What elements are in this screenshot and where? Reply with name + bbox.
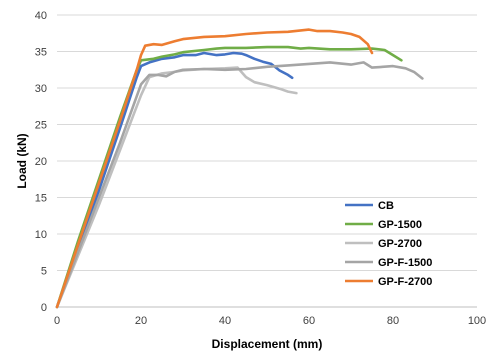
series-line-gp-f-1500 [55,61,424,309]
y-tick-label: 35 [35,47,47,59]
legend-label-gp-f-1500: GP-F-1500 [378,257,432,269]
legend-label-gp-2700: GP-2700 [378,238,422,250]
y-tick-label: 30 [35,83,47,95]
x-tick-label: 80 [387,315,399,327]
y-tick-label: 40 [35,10,47,22]
x-tick-label: 0 [54,315,60,327]
series-line-gp-f-2700 [55,28,374,309]
x-tick-label: 100 [468,315,486,327]
y-tick-label: 0 [41,302,47,314]
x-tick-labels: 0 20 40 60 80 100 [54,315,486,327]
y-axis-label: Load (kN) [15,133,29,188]
x-tick-label: 60 [303,315,315,327]
y-tick-label: 25 [35,120,47,132]
x-tick-label: 20 [135,315,147,327]
legend: CB GP-1500 GP-2700 GP-F-1500 GP-F-2700 [345,200,432,288]
y-tick-label: 20 [35,156,47,168]
legend-label-gp-1500: GP-1500 [378,219,422,231]
series-line-cb [55,51,294,309]
x-axis-label: Displacement (mm) [212,337,323,351]
y-tick-label: 10 [35,229,47,241]
series-lines [55,28,424,309]
legend-label-cb: CB [378,200,394,212]
x-tick-label: 40 [219,315,231,327]
y-tick-label: 5 [41,266,47,278]
y-tick-labels: 0 5 10 15 20 25 30 35 40 [35,10,47,314]
y-tick-label: 15 [35,193,47,205]
gridlines [57,14,477,271]
legend-label-gp-f-2700: GP-F-2700 [378,276,432,288]
